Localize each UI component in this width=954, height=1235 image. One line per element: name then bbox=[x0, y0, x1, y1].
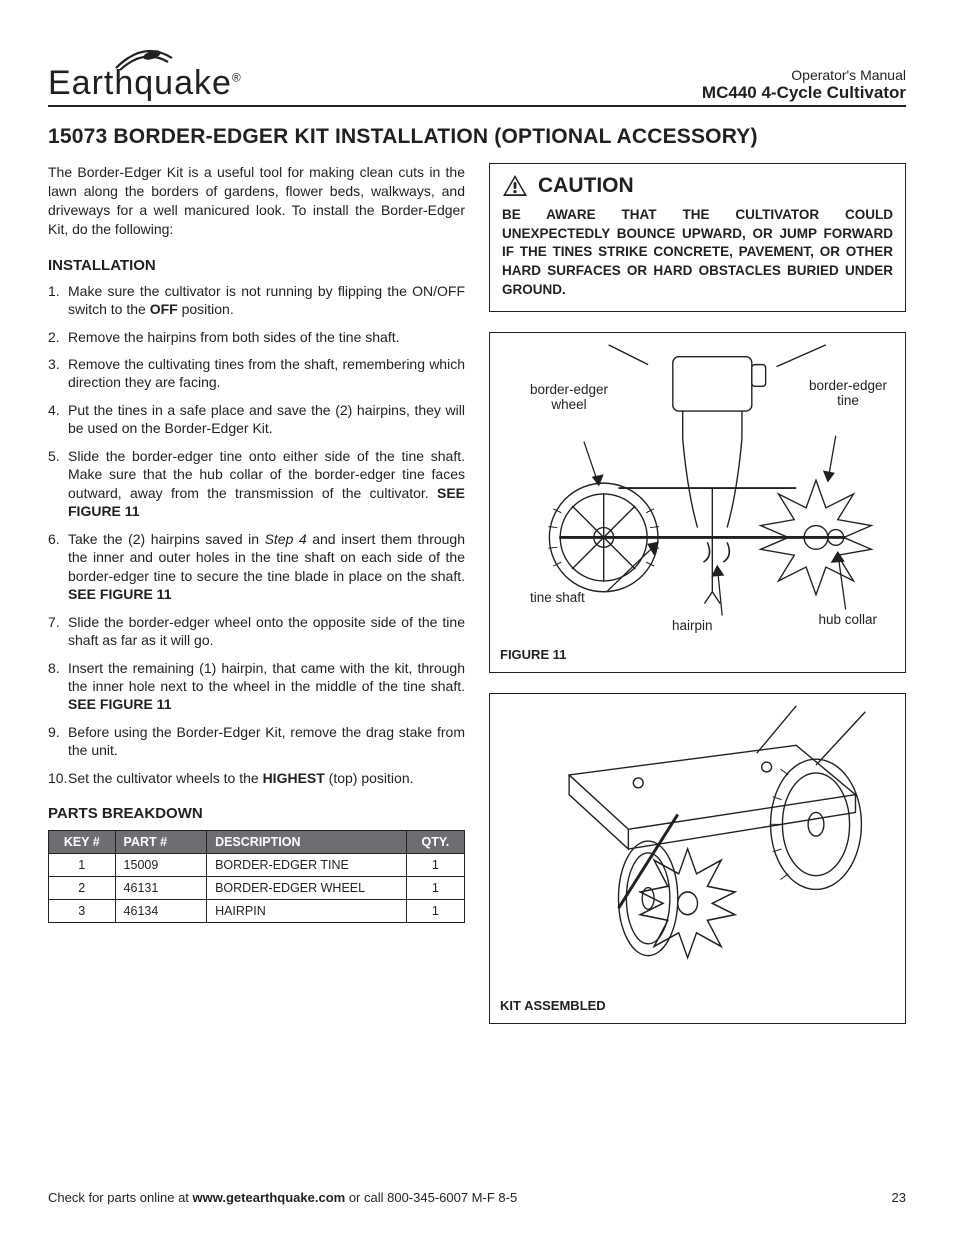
caution-text: BE AWARE THAT THE CULTIVATOR COULD UNEXP… bbox=[502, 206, 893, 299]
registered-mark: ® bbox=[232, 71, 242, 85]
page-header: Earthquake® Operator's Manual MC440 4-Cy… bbox=[48, 48, 906, 107]
label-collar: hub collar bbox=[818, 613, 877, 628]
kit-assembled-icon bbox=[500, 704, 895, 994]
figure-kit-box: KIT ASSEMBLED bbox=[489, 693, 906, 1024]
step-6: Take the (2) hairpins saved in Step 4 an… bbox=[48, 530, 465, 604]
product-name: MC440 4-Cycle Cultivator bbox=[702, 83, 906, 103]
manual-type: Operator's Manual bbox=[702, 67, 906, 83]
step-4: Put the tines in a safe place and save t… bbox=[48, 401, 465, 438]
col-key: KEY # bbox=[49, 831, 116, 854]
caution-box: CAUTION BE AWARE THAT THE CULTIVATOR COU… bbox=[489, 163, 906, 312]
step-7: Slide the border-edger wheel onto the op… bbox=[48, 613, 465, 650]
step-2: Remove the hairpins from both sides of t… bbox=[48, 328, 465, 346]
page-title: 15073 BORDER-EDGER KIT INSTALLATION (OPT… bbox=[48, 125, 906, 149]
table-row: 1 15009 BORDER-EDGER TINE 1 bbox=[49, 854, 465, 877]
logo-swoosh-icon bbox=[114, 46, 174, 72]
figure-kit-diagram bbox=[500, 704, 895, 994]
caution-title: CAUTION bbox=[538, 174, 634, 198]
col-desc: DESCRIPTION bbox=[207, 831, 407, 854]
step-3: Remove the cultivating tines from the sh… bbox=[48, 355, 465, 392]
left-column: The Border-Edger Kit is a useful tool fo… bbox=[48, 163, 465, 1044]
warning-icon bbox=[502, 174, 528, 198]
figure-11-box: border-edgerwheel border-edgertine tine … bbox=[489, 332, 906, 673]
right-column: CAUTION BE AWARE THAT THE CULTIVATOR COU… bbox=[489, 163, 906, 1044]
step-10: Set the cultivator wheels to the HIGHEST… bbox=[48, 769, 465, 787]
page-footer: Check for parts online at www.getearthqu… bbox=[48, 1190, 906, 1205]
page-number: 23 bbox=[892, 1190, 906, 1205]
col-qty: QTY. bbox=[406, 831, 464, 854]
step-1: Make sure the cultivator is not running … bbox=[48, 282, 465, 319]
installation-heading: INSTALLATION bbox=[48, 257, 465, 274]
content-columns: The Border-Edger Kit is a useful tool fo… bbox=[48, 163, 906, 1044]
caution-header: CAUTION bbox=[502, 174, 893, 198]
parts-heading: PARTS BREAKDOWN bbox=[48, 805, 465, 822]
figure-11-caption: FIGURE 11 bbox=[500, 647, 895, 662]
label-hairpin: hairpin bbox=[672, 619, 713, 634]
label-tine: border-edgertine bbox=[809, 379, 887, 409]
step-5: Slide the border-edger tine onto either … bbox=[48, 447, 465, 521]
header-right: Operator's Manual MC440 4-Cycle Cultivat… bbox=[702, 67, 906, 103]
col-part: PART # bbox=[115, 831, 207, 854]
label-wheel: border-edgerwheel bbox=[530, 383, 608, 413]
figure-kit-caption: KIT ASSEMBLED bbox=[500, 998, 895, 1013]
table-header-row: KEY # PART # DESCRIPTION QTY. bbox=[49, 831, 465, 854]
parts-table: KEY # PART # DESCRIPTION QTY. 1 15009 BO… bbox=[48, 830, 465, 923]
table-row: 3 46134 HAIRPIN 1 bbox=[49, 900, 465, 923]
step-9: Before using the Border-Edger Kit, remov… bbox=[48, 723, 465, 760]
table-row: 2 46131 BORDER-EDGER WHEEL 1 bbox=[49, 877, 465, 900]
brand-logo: Earthquake® bbox=[48, 48, 242, 103]
label-shaft: tine shaft bbox=[530, 591, 585, 606]
footer-text: Check for parts online at www.getearthqu… bbox=[48, 1190, 517, 1205]
step-8: Insert the remaining (1) hairpin, that c… bbox=[48, 659, 465, 714]
installation-steps: Make sure the cultivator is not running … bbox=[48, 282, 465, 788]
intro-text: The Border-Edger Kit is a useful tool fo… bbox=[48, 163, 465, 239]
figure-11-diagram: border-edgerwheel border-edgertine tine … bbox=[500, 343, 895, 643]
